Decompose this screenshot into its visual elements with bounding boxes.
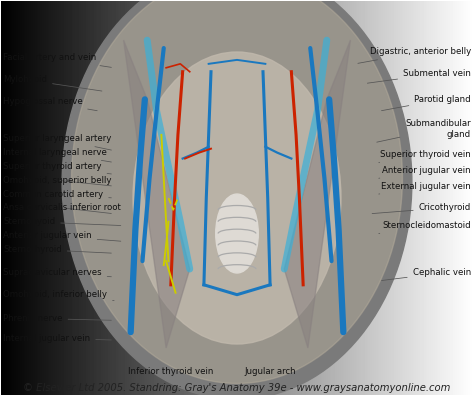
Text: Common carotid artery: Common carotid artery: [3, 190, 111, 198]
Text: Anterior jugular vein: Anterior jugular vein: [379, 166, 471, 178]
Text: Submental vein: Submental vein: [367, 69, 471, 83]
Text: Omohyoid, inferior belly: Omohyoid, inferior belly: [3, 290, 114, 301]
Text: Digastric, anterior belly: Digastric, anterior belly: [358, 48, 471, 63]
Text: Omohyoid, superior belly: Omohyoid, superior belly: [3, 176, 111, 186]
Text: Parotid gland: Parotid gland: [382, 95, 471, 110]
Text: Submandibular
gland: Submandibular gland: [377, 119, 471, 142]
Text: External jugular vein: External jugular vein: [379, 182, 471, 194]
Text: Cricothyroid: Cricothyroid: [372, 204, 471, 213]
Text: Sternocleidomastoid: Sternocleidomastoid: [379, 221, 471, 234]
Text: Ansa cervicalis inferior root: Ansa cervicalis inferior root: [3, 204, 121, 213]
Text: Cephalic vein: Cephalic vein: [382, 268, 471, 280]
Text: Sternothyroid: Sternothyroid: [3, 245, 111, 254]
Text: Supraclavicular nerves: Supraclavicular nerves: [3, 268, 111, 278]
Text: © Elsevier Ltd 2005. Standring: Gray's Anatomy 39e - www.graysanatomyonline.com: © Elsevier Ltd 2005. Standring: Gray's A…: [23, 383, 451, 393]
Text: Hypoglossal nerve: Hypoglossal nerve: [3, 97, 97, 111]
Polygon shape: [124, 40, 190, 348]
Text: Inferior thyroid vein: Inferior thyroid vein: [128, 367, 213, 376]
Polygon shape: [284, 40, 350, 348]
Ellipse shape: [62, 0, 412, 396]
Text: Superior laryngeal artery: Superior laryngeal artery: [3, 134, 111, 150]
Ellipse shape: [72, 0, 402, 383]
Text: Anterior jugular vein: Anterior jugular vein: [3, 231, 121, 241]
Ellipse shape: [133, 52, 341, 344]
Text: Internal laryngeal nerve: Internal laryngeal nerve: [3, 148, 111, 162]
Text: Facial artery and vein: Facial artery and vein: [3, 53, 111, 67]
Text: Mylohyoid: Mylohyoid: [3, 75, 102, 91]
Text: Superior thyroid artery: Superior thyroid artery: [3, 162, 111, 174]
Text: Superior thyroid vein: Superior thyroid vein: [379, 150, 471, 162]
Text: Internal jugular vein: Internal jugular vein: [3, 333, 111, 343]
Text: Jugular arch: Jugular arch: [244, 367, 296, 376]
Text: Sternohyoid: Sternohyoid: [3, 217, 121, 226]
Ellipse shape: [216, 194, 258, 273]
Text: Phrenic nerve: Phrenic nerve: [3, 314, 111, 323]
